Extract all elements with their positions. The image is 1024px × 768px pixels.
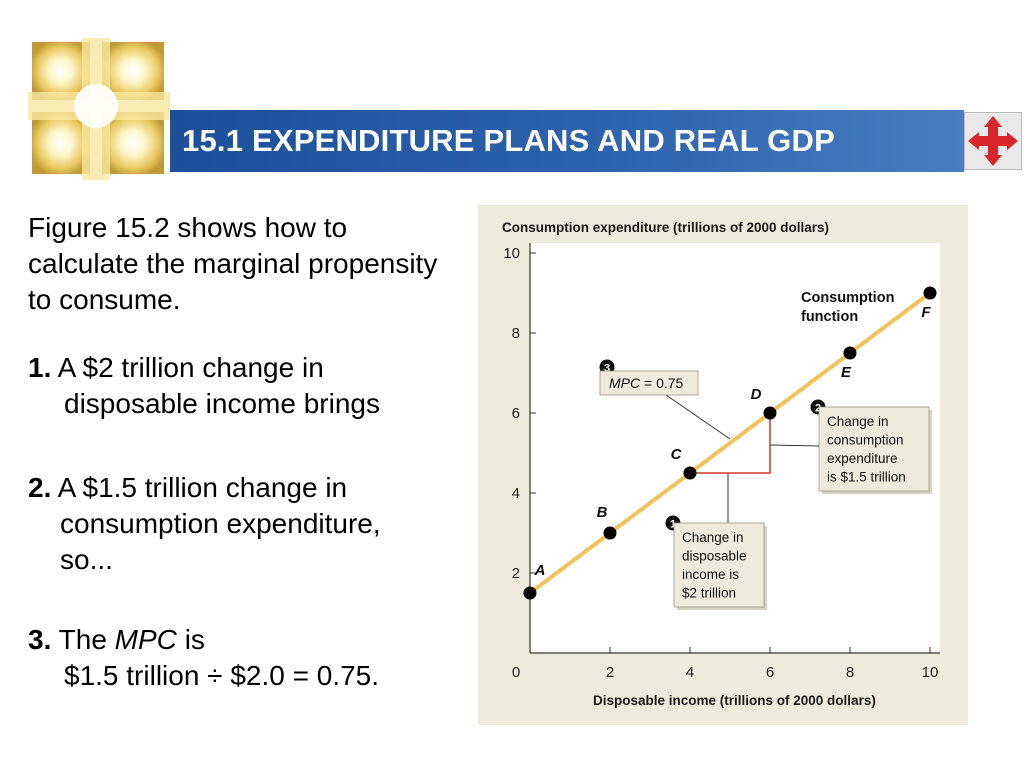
navigation-button[interactable] (964, 112, 1022, 170)
step-3-calculation: $1.5 trillion ÷ $2.0 = 0.75. (64, 660, 380, 691)
point-C (683, 466, 697, 480)
consumption-change-box (818, 406, 930, 492)
point-A (523, 586, 537, 600)
income-change-line: $2 trillion (682, 586, 736, 601)
title-bar: 15.1 EXPENDITURE PLANS AND REAL GDP (170, 110, 964, 172)
point-label-D: D (751, 386, 762, 403)
step-1-line-a: A $2 trillion change in (57, 352, 324, 383)
y-tick-label: 2 (512, 565, 520, 582)
mpc-badge-number: 3 (604, 363, 610, 375)
mpc-label: MPC = 0.75 (609, 375, 684, 391)
point-label-B: B (597, 504, 608, 521)
x-tick-label: 4 (686, 664, 694, 681)
consumption-change-line: consumption (827, 433, 904, 448)
point-B (603, 526, 617, 540)
consumption-function-figure: Consumption expenditure (trillions of 20… (478, 205, 968, 725)
point-label-A: A (534, 562, 546, 579)
income-change-line: Change in (682, 530, 744, 545)
step-3-is: is (184, 624, 205, 655)
consumption-change-badge-number: 2 (815, 403, 821, 415)
mpc-leader (665, 394, 731, 440)
point-label-E: E (841, 364, 852, 381)
consumption-function-line (528, 291, 932, 595)
four-arrows-nav-icon (968, 116, 1018, 166)
point-D (763, 406, 777, 420)
income-change-box (673, 522, 765, 608)
step-3-mpc: MPC (114, 624, 177, 655)
x-tick-label: 10 (922, 664, 939, 681)
y-tick-label: 10 (503, 245, 520, 262)
step-2-line-b: consumption expenditure, (60, 508, 381, 539)
consumption-function-label: Consumption (801, 290, 894, 306)
step-2-number: 2. (28, 472, 52, 503)
consumption-change-line: is $1.5 trillion (827, 470, 906, 485)
x-tick-label: 8 (846, 664, 854, 681)
step-3-the: The (58, 624, 107, 655)
step-3: 3. The MPC is $1.5 trillion ÷ $2.0 = 0.7… (28, 622, 468, 694)
y-axis-title: Consumption expenditure (trillions of 20… (502, 220, 829, 235)
consumption-change-line: Change in (827, 414, 889, 429)
consumption-function-label: function (801, 309, 858, 325)
income-change-line: disposable (682, 549, 747, 564)
step-2-line-c: so... (60, 544, 113, 575)
point-label-C: C (671, 446, 683, 463)
x-tick-label: 0 (512, 664, 520, 681)
y-tick-label: 8 (512, 325, 520, 342)
consumption-change-line: expenditure (827, 451, 898, 466)
income-change-badge-number: 1 (670, 519, 676, 531)
point-F (923, 286, 937, 300)
mpc-box (599, 370, 699, 396)
slide-title: 15.1 EXPENDITURE PLANS AND REAL GDP (182, 123, 835, 158)
y-tick-label: 4 (512, 485, 520, 502)
step-2: 2. A $1.5 trillion change in consumption… (28, 470, 468, 578)
income-change-line: income is (682, 567, 739, 582)
golden-cross-logo-icon (28, 38, 170, 180)
x-tick-label: 2 (606, 664, 614, 681)
x-axis-title: Disposable income (trillions of 2000 dol… (593, 693, 876, 708)
mpc-triangle (690, 413, 771, 474)
step-1-number: 1. (28, 352, 52, 383)
intro-text: Figure 15.2 shows how to calculate the m… (28, 212, 438, 315)
step-1-line-b: disposable income brings (64, 388, 380, 419)
consumption-chart: Consumption expenditure (trillions of 20… (502, 220, 940, 708)
point-E (843, 346, 857, 360)
step-1: 1. A $2 trillion change in disposable in… (28, 350, 468, 422)
step-3-number: 3. (28, 624, 52, 655)
consumption-change-leader (769, 444, 820, 447)
step-2-line-a: A $1.5 trillion change in (57, 472, 348, 503)
x-tick-label: 6 (766, 664, 774, 681)
y-tick-label: 6 (512, 405, 520, 422)
point-label-F: F (921, 304, 931, 321)
